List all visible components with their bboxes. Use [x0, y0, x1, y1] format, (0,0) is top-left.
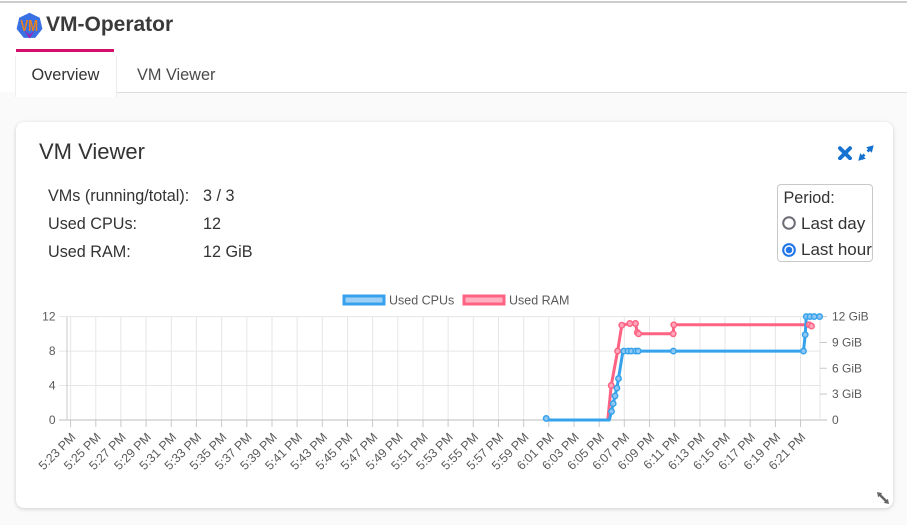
svg-text:0: 0 [832, 413, 839, 427]
svg-text:6 GiB: 6 GiB [832, 361, 862, 375]
svg-text:12: 12 [42, 310, 56, 324]
svg-text:VM: VM [20, 18, 38, 35]
svg-text:8: 8 [49, 344, 56, 358]
svg-text:9 GiB: 9 GiB [832, 336, 862, 350]
svg-text:12 GiB: 12 GiB [832, 310, 869, 324]
svg-text:Used CPUs: Used CPUs [389, 294, 454, 308]
svg-text:0: 0 [49, 413, 56, 427]
svg-text:4: 4 [49, 379, 56, 393]
svg-text:Used RAM: Used RAM [509, 294, 569, 308]
svg-text:3 GiB: 3 GiB [832, 387, 862, 401]
